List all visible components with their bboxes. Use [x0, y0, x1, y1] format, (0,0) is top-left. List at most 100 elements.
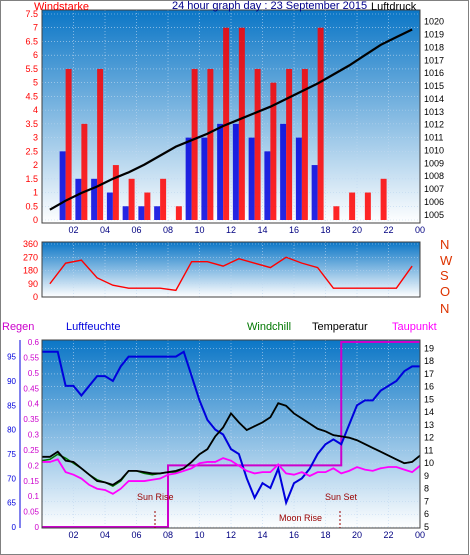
tick-labels: 00.511.522.533.544.555.566.577.510051006…: [7, 9, 444, 540]
wind-x-tick: 14: [258, 225, 268, 235]
temperature-line: [42, 402, 421, 486]
compass-n-top: N: [440, 237, 449, 252]
wind-x-tick: 12: [226, 225, 236, 235]
climate-x-tick: 00: [415, 530, 425, 540]
pressure-y-tick: 1018: [424, 42, 444, 52]
gust-bar: [238, 27, 245, 220]
wind-x-tick: 06: [132, 225, 142, 235]
wind-bar: [295, 137, 302, 220]
humidity-y-tick: 80: [7, 426, 16, 435]
legend-dewpoint: Taupunkt: [392, 321, 437, 333]
climate-x-tick: 16: [289, 530, 299, 540]
humidity-line: [42, 350, 420, 506]
climate-x-tick: 18: [321, 530, 331, 540]
pressure-y-tick: 1005: [424, 210, 444, 220]
wind-y-tick: 5.5: [25, 64, 38, 74]
pressure-y-tick: 1008: [424, 171, 444, 181]
wind-x-tick: 16: [289, 225, 299, 235]
gust-bar: [301, 68, 308, 220]
pressure-y-tick: 1009: [424, 158, 444, 168]
wind-bar: [106, 192, 113, 220]
wind-x-tick: 20: [352, 225, 362, 235]
compass-o: O: [440, 284, 450, 299]
direction-y-tick: 0: [33, 292, 38, 302]
pressure-y-tick: 1019: [424, 30, 444, 40]
humidity-y-tick: 90: [7, 377, 16, 386]
humidity-y-tick: 70: [7, 474, 16, 483]
sunset-label: Sun Set: [325, 492, 358, 502]
pressure-y-tick: 1013: [424, 107, 444, 117]
wind-bar: [59, 151, 66, 220]
gust-bar: [160, 178, 167, 220]
temperature-y-tick: 16: [424, 382, 434, 392]
wind-bar: [154, 206, 161, 220]
climate-x-tick: 12: [226, 530, 236, 540]
wind-y-tick: 1: [33, 188, 38, 198]
wind-bar: [138, 206, 145, 220]
direction-y-tick: 90: [28, 279, 38, 289]
wind-bar: [248, 137, 255, 220]
gust-bar: [270, 82, 277, 221]
legend-rain: Regen: [2, 321, 34, 333]
wind-y-tick: 7.5: [25, 9, 38, 19]
rain-y-tick: 0.25: [23, 446, 39, 455]
temperature-y-tick: 17: [424, 369, 434, 379]
temperature-y-tick: 7: [424, 496, 429, 506]
climate-x-tick: 06: [132, 530, 142, 540]
legend-windchill: Windchill: [247, 321, 291, 333]
climate-x-tick: 10: [195, 530, 205, 540]
rain-y-tick: 0.6: [28, 338, 40, 347]
pressure-y-tick: 1006: [424, 197, 444, 207]
pressure-y-tick: 1011: [424, 133, 443, 143]
pressure-line: [49, 28, 413, 211]
gust-bar: [144, 192, 151, 220]
legend-temperature: Temperatur: [312, 321, 368, 333]
pressure-y-tick: 1016: [424, 68, 444, 78]
wind-x-tick: 08: [163, 225, 173, 235]
wind-bar: [311, 165, 318, 220]
wind-y-tick: 6.5: [25, 36, 38, 46]
pressure-y-tick: 1015: [424, 81, 444, 91]
humidity-y-tick: 85: [7, 401, 16, 410]
gust-bar: [112, 165, 119, 220]
wind-bar: [91, 178, 98, 220]
gust-bar: [380, 178, 387, 220]
wind-bar: [280, 123, 287, 220]
rain-y-tick: 0.15: [23, 477, 39, 486]
rain-y-tick: 0.45: [23, 384, 39, 393]
pressure-y-tick: 1017: [424, 55, 444, 65]
rain-y-tick: 0.55: [23, 353, 39, 362]
wind-bar: [201, 137, 208, 220]
temperature-y-tick: 6: [424, 509, 429, 519]
compass-s: S: [440, 268, 449, 283]
sunrise-label: Sun Rise: [137, 492, 174, 502]
wind-bar: [185, 137, 192, 220]
rain-y-tick: 0.05: [23, 508, 39, 517]
moonrise-label: Moon Rise: [279, 513, 322, 523]
wind-bar: [264, 151, 271, 220]
rain-y-tick: 0.2: [28, 461, 40, 470]
wind-y-tick: 0.5: [25, 201, 38, 211]
rain-y-tick: 0.5: [28, 369, 40, 378]
temperature-y-tick: 19: [424, 343, 434, 353]
wind-panel-frame: [41, 9, 421, 224]
temperature-y-tick: 13: [424, 420, 434, 430]
dewpoint-line: [42, 457, 421, 495]
wind-x-tick: 04: [100, 225, 110, 235]
wind-y-tick: 1.5: [25, 174, 38, 184]
data-marks: [41, 27, 421, 528]
pressure-y-tick: 1012: [424, 120, 444, 130]
temperature-y-tick: 8: [424, 484, 429, 494]
direction-y-tick: 180: [23, 266, 38, 276]
wind-axis-title: Windstarke: [34, 1, 89, 13]
legend-humidity: Luftfeuchte: [66, 321, 120, 333]
pressure-y-tick: 1020: [424, 17, 444, 27]
pressure-y-tick: 1014: [424, 94, 444, 104]
direction-y-tick: 360: [23, 239, 38, 249]
gust-bar: [254, 68, 261, 220]
gust-bar: [349, 192, 356, 220]
temperature-y-tick: 9: [424, 471, 429, 481]
gust-bar: [97, 68, 104, 220]
pressure-axis-title: Luftdruck: [371, 1, 417, 13]
